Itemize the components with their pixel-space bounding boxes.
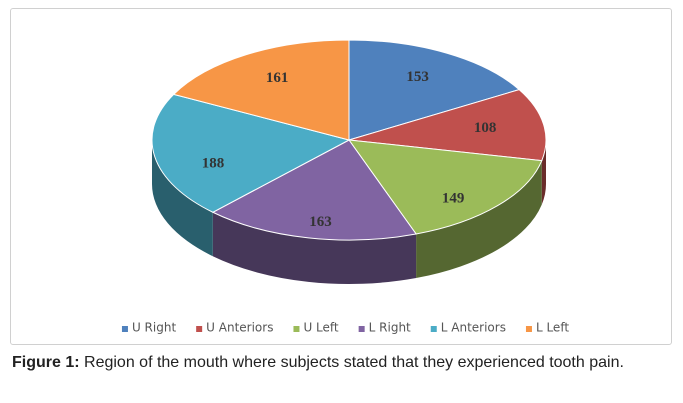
caption-text: Region of the mouth where subjects state…	[84, 354, 624, 371]
data-label: 149	[442, 191, 465, 207]
legend-swatch	[293, 326, 300, 332]
slice	[172, 39, 350, 141]
legend-swatch	[525, 326, 532, 332]
caption-label: Figure 1:	[12, 354, 80, 371]
legend-item: L Right	[358, 321, 411, 335]
data-label: 188	[202, 155, 225, 171]
data-label: 163	[309, 214, 332, 230]
legend: U Right U Anteriors U Left L Right L Anterio…	[121, 321, 569, 335]
chart: 153 108 149 163 188 161 U Right U Anteriors U Le…	[121, 39, 569, 335]
legend-item: L Anteriors	[430, 321, 506, 335]
legend-swatch	[430, 326, 437, 332]
legend-swatch	[196, 326, 203, 332]
chart-frame	[10, 8, 672, 345]
slice	[211, 139, 417, 241]
slice	[151, 93, 351, 213]
slice-side	[541, 140, 546, 205]
legend-label: U Left	[303, 321, 338, 335]
legend-label: L Anteriors	[441, 321, 506, 335]
data-label: 153	[406, 69, 429, 85]
data-label: 108	[474, 120, 497, 136]
legend-item: U Left	[293, 321, 339, 335]
slice	[348, 39, 521, 141]
legend-label: U Right	[132, 321, 176, 335]
data-label: 161	[266, 70, 289, 86]
slice-side	[152, 140, 213, 257]
legend-swatch	[358, 326, 365, 332]
slice	[347, 139, 543, 235]
figure-caption: Figure 1: Region of the mouth where subj…	[12, 352, 672, 373]
legend-label: U Anteriors	[206, 321, 273, 335]
legend-swatch	[121, 326, 128, 332]
legend-label: L Right	[369, 321, 411, 335]
slice	[348, 89, 547, 162]
legend-item: U Anteriors	[196, 321, 273, 335]
legend-label: L Left	[536, 321, 569, 335]
legend-item: U Right	[121, 321, 176, 335]
legend-item: L Left	[525, 321, 569, 335]
slice-side	[416, 160, 542, 279]
